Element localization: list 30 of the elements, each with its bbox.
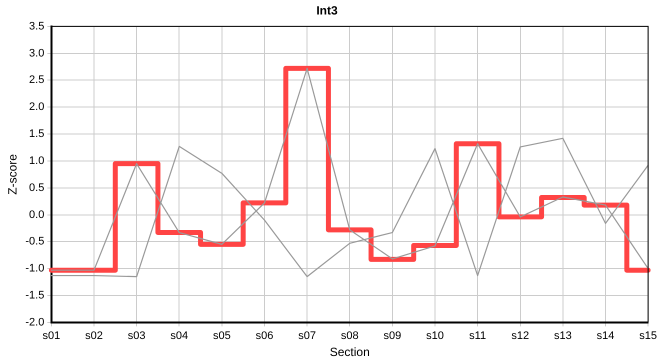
- x-tick-label: s14: [596, 330, 614, 342]
- x-tick-label: s10: [426, 330, 444, 342]
- x-tick-label: s15: [639, 330, 658, 342]
- x-axis-title: Section: [330, 345, 370, 360]
- x-tick-label: s12: [511, 330, 530, 342]
- x-tick-label: s07: [298, 330, 316, 342]
- x-tick-label: s01: [42, 330, 60, 342]
- chart-title: Int3: [316, 4, 338, 18]
- y-tick-label: 3.0: [29, 47, 44, 60]
- x-tick-label: s04: [170, 330, 188, 342]
- y-tick-label: 2.5: [29, 74, 44, 86]
- y-tick-label: 1.0: [29, 154, 44, 167]
- y-tick-label: 3.5: [29, 20, 44, 32]
- y-tick-label: -0.5: [25, 236, 44, 248]
- y-tick-label: 0.5: [29, 182, 44, 194]
- x-tick-label: s09: [383, 330, 402, 342]
- y-tick-label: 1.5: [29, 128, 44, 140]
- x-tick-label: s05: [212, 330, 231, 342]
- y-axis-title: Z-score: [6, 154, 20, 195]
- y-tick-label: -1.5: [25, 290, 44, 302]
- x-tick-label: s11: [469, 330, 486, 342]
- y-tick-label: 2.0: [29, 101, 44, 114]
- x-tick-label: s02: [85, 330, 103, 342]
- x-tick-label: s13: [554, 330, 572, 342]
- y-tick-label: -2.0: [25, 316, 44, 328]
- x-tick-label: s08: [340, 330, 359, 342]
- y-tick-label: 0.0: [29, 208, 44, 221]
- y-tick-label: -1.0: [25, 262, 44, 275]
- x-tick-label: s06: [256, 330, 274, 342]
- x-tick-label: s03: [128, 330, 146, 342]
